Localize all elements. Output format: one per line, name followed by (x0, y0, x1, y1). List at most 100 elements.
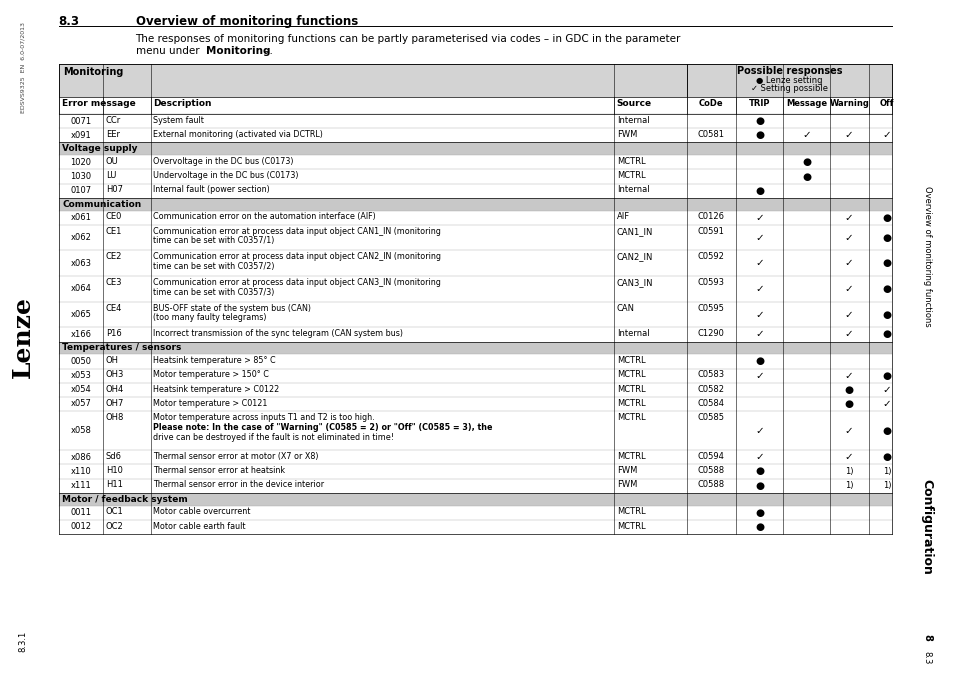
Text: OH4: OH4 (106, 385, 124, 394)
Text: ●: ● (882, 259, 890, 268)
Text: Temperatures / sensors: Temperatures / sensors (62, 344, 181, 352)
Bar (58, 450, 891, 464)
Text: –.: –. (261, 46, 273, 56)
Bar (58, 302, 891, 327)
Text: C0583: C0583 (697, 371, 724, 379)
Text: H10: H10 (106, 466, 122, 475)
Text: ✓: ✓ (844, 310, 853, 319)
Text: The responses of monitoring functions can be partly parameterised via codes – in: The responses of monitoring functions ca… (135, 34, 680, 44)
Text: C0588: C0588 (697, 481, 724, 489)
Text: C0592: C0592 (697, 252, 724, 261)
Text: ●: ● (754, 466, 763, 477)
Text: CE1: CE1 (106, 227, 122, 236)
Text: 8.3: 8.3 (58, 15, 79, 28)
Bar (58, 464, 891, 479)
Bar (58, 397, 891, 411)
Text: Please note: In the case of "Warning" (C0585 = 2) or "Off" (C0585 = 3), the: Please note: In the case of "Warning" (C… (153, 423, 493, 432)
Text: ✓: ✓ (844, 259, 853, 268)
Text: Voltage supply: Voltage supply (62, 144, 137, 153)
Text: 0071: 0071 (71, 117, 91, 126)
Text: Description: Description (153, 99, 212, 107)
Text: Possible responses: Possible responses (736, 67, 841, 76)
Text: Source: Source (617, 99, 651, 107)
Text: MCTRL: MCTRL (617, 399, 645, 408)
Text: ●: ● (882, 452, 890, 462)
Text: ✓: ✓ (755, 259, 763, 268)
Text: Motor temperature > C0121: Motor temperature > C0121 (153, 399, 268, 408)
Bar (58, 97, 891, 114)
Bar (58, 198, 891, 211)
Text: x086: x086 (71, 453, 91, 462)
Text: x166: x166 (71, 330, 91, 339)
Text: Communication error at process data input object CAN3_IN (monitoring: Communication error at process data inpu… (153, 278, 441, 287)
Text: ✓: ✓ (882, 399, 890, 409)
Bar (58, 411, 891, 450)
Text: x111: x111 (71, 481, 91, 490)
Text: ✓: ✓ (844, 329, 853, 340)
Text: Undervoltage in the DC bus (C0173): Undervoltage in the DC bus (C0173) (153, 171, 298, 180)
Text: ✓: ✓ (844, 130, 853, 140)
Text: ●: ● (801, 171, 810, 182)
Text: ✓: ✓ (755, 310, 763, 319)
Bar (58, 493, 891, 506)
Bar (58, 155, 891, 169)
Text: x054: x054 (71, 385, 91, 394)
Text: Heatsink temperature > C0122: Heatsink temperature > C0122 (153, 385, 279, 394)
Text: Warning: Warning (828, 99, 868, 107)
Text: (too many faulty telegrams): (too many faulty telegrams) (153, 313, 267, 323)
Text: MCTRL: MCTRL (617, 157, 645, 166)
Text: x053: x053 (71, 371, 91, 380)
Text: C0591: C0591 (697, 227, 724, 236)
Text: 1020: 1020 (71, 158, 91, 167)
Text: C0588: C0588 (697, 466, 724, 475)
Text: Thermal sensor error in the device interior: Thermal sensor error in the device inter… (153, 481, 324, 489)
Text: EEr: EEr (106, 130, 119, 139)
Text: ●: ● (882, 233, 890, 242)
Text: C0593: C0593 (697, 278, 724, 287)
Text: ●: ● (754, 116, 763, 126)
Text: FWM: FWM (617, 481, 637, 489)
Bar (58, 250, 891, 276)
Text: ●: ● (882, 426, 890, 435)
Bar (58, 369, 891, 383)
Text: C0584: C0584 (697, 399, 724, 408)
Bar (58, 184, 891, 198)
Text: ●: ● (844, 399, 853, 409)
Text: Off: Off (879, 99, 893, 107)
Bar (58, 64, 686, 97)
Text: ●: ● (754, 481, 763, 491)
Text: Message: Message (785, 99, 826, 107)
Text: ●: ● (882, 284, 890, 294)
Text: MCTRL: MCTRL (617, 356, 645, 365)
Text: ✓: ✓ (755, 233, 763, 242)
Text: Overvoltage in the DC bus (C0173): Overvoltage in the DC bus (C0173) (153, 157, 294, 166)
Text: CAN: CAN (617, 304, 634, 313)
Text: External monitoring (activated via DCTRL): External monitoring (activated via DCTRL… (153, 130, 323, 139)
Text: ●: ● (754, 130, 763, 140)
Text: FWM: FWM (617, 130, 637, 139)
Text: P16: P16 (106, 329, 121, 338)
Text: 0107: 0107 (71, 186, 91, 195)
Text: Lenze: Lenze (10, 296, 35, 379)
Text: Motor cable earth fault: Motor cable earth fault (153, 522, 246, 531)
Text: ✓: ✓ (844, 233, 853, 242)
Text: C0126: C0126 (697, 213, 724, 221)
Bar (58, 354, 891, 369)
Bar (58, 211, 891, 225)
Text: ✓: ✓ (844, 371, 853, 381)
Text: OC1: OC1 (106, 508, 123, 516)
Text: ✓: ✓ (844, 426, 853, 435)
Text: ✓: ✓ (755, 426, 763, 435)
Text: ✓: ✓ (801, 130, 810, 140)
Text: ●: ● (801, 157, 810, 167)
Text: ● Lenze setting: ● Lenze setting (756, 76, 821, 85)
Text: menu under: menu under (135, 46, 202, 56)
Text: ✓: ✓ (844, 452, 853, 462)
Text: MCTRL: MCTRL (617, 371, 645, 379)
Text: Communication: Communication (62, 200, 141, 209)
Text: CE0: CE0 (106, 213, 122, 221)
Text: ●: ● (882, 213, 890, 223)
Text: 1): 1) (882, 467, 890, 476)
Text: FWM: FWM (617, 466, 637, 475)
Text: ✓: ✓ (755, 329, 763, 340)
